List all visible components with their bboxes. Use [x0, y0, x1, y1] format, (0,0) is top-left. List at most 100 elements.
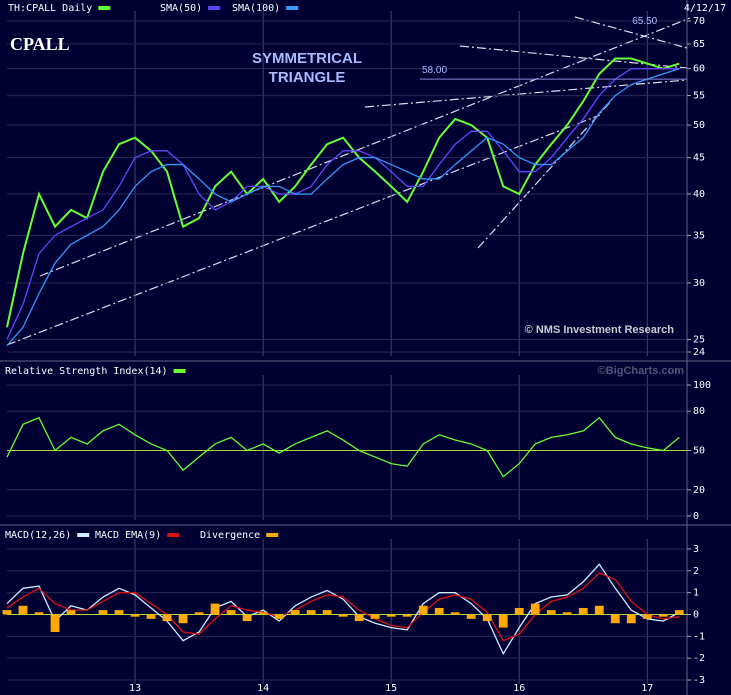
bar	[2, 610, 12, 615]
x-tick-label: 15	[385, 683, 397, 694]
series-line	[6, 563, 680, 656]
x-tick-label: 13	[129, 683, 141, 694]
bar	[594, 605, 604, 615]
bar	[514, 607, 524, 615]
y-tick-label: 1	[693, 588, 699, 599]
y-tick-label: 24	[693, 347, 705, 358]
y-tick-label: 0	[693, 610, 699, 621]
y-tick-label: 25	[693, 334, 705, 345]
y-tick-label: -2	[693, 653, 705, 664]
y-tick-label: 30	[693, 278, 705, 289]
bar	[258, 612, 268, 615]
y-tick-label: -3	[693, 675, 705, 686]
bar	[194, 612, 204, 615]
bar	[546, 610, 556, 615]
trend-line	[6, 114, 601, 346]
legend-label: SMA(100)	[232, 3, 280, 14]
bar	[242, 614, 252, 622]
y-tick-label: 60	[693, 64, 705, 75]
bar	[434, 607, 444, 615]
annotation: SYMMETRICAL	[252, 50, 362, 67]
bar	[290, 610, 300, 615]
bar	[450, 612, 460, 615]
bar	[306, 610, 316, 615]
series-line	[6, 57, 680, 328]
bar	[562, 612, 572, 615]
bar	[146, 614, 156, 619]
bar	[162, 614, 172, 622]
y-tick-label: -1	[693, 631, 705, 642]
y-tick-label: 35	[693, 230, 705, 241]
bar	[98, 610, 108, 615]
x-tick-label: 14	[257, 683, 269, 694]
legend-swatch	[286, 6, 299, 10]
y-tick-label: 20	[693, 485, 705, 496]
credit: © NMS Investment Research	[525, 324, 675, 336]
level-label: 58.00	[422, 65, 447, 76]
bar	[130, 614, 140, 617]
bar	[226, 610, 236, 615]
bar	[610, 614, 620, 624]
legend-label: Relative Strength Index(14)	[5, 366, 168, 377]
bar	[274, 614, 284, 619]
legend-swatch	[98, 6, 111, 10]
y-tick-label: 80	[693, 406, 705, 417]
bar	[578, 607, 588, 615]
legend-swatch	[77, 533, 90, 537]
bar	[354, 614, 364, 622]
bar	[642, 614, 652, 619]
peak-label: 65.50	[632, 16, 657, 27]
bar	[402, 614, 412, 617]
trend-line	[574, 16, 688, 49]
bar	[498, 614, 508, 628]
trend-line	[364, 79, 688, 108]
bar	[674, 610, 684, 615]
y-tick-label: 100	[693, 380, 711, 391]
series-line	[6, 416, 680, 478]
bar	[66, 610, 76, 615]
bar	[466, 614, 476, 619]
legend-swatch	[266, 533, 279, 537]
series-line	[6, 68, 680, 340]
bar	[50, 614, 60, 632]
y-tick-label: 65	[693, 39, 705, 50]
legend-label: SMA(50)	[160, 3, 202, 14]
bar	[34, 612, 44, 615]
legend-label: MACD EMA(9)	[95, 530, 161, 541]
series-line	[6, 68, 680, 347]
series-line	[6, 572, 680, 642]
bar	[658, 614, 668, 617]
bar	[322, 610, 332, 615]
bar	[18, 605, 28, 615]
legend-swatch	[208, 6, 221, 10]
bar	[386, 614, 396, 617]
y-tick-label: 40	[693, 189, 705, 200]
legend-label: MACD(12,26)	[5, 530, 71, 541]
bar	[178, 614, 188, 624]
y-tick-label: 50	[693, 446, 705, 457]
y-tick-label: 3	[693, 544, 699, 555]
y-tick-label: 0	[693, 511, 699, 522]
legend-swatch	[167, 533, 180, 537]
trend-lines	[6, 16, 691, 346]
annotation: TRIANGLE	[269, 69, 346, 86]
x-tick-label: 16	[513, 683, 525, 694]
bar	[626, 614, 636, 624]
legend-label: TH:CPALL Daily	[8, 3, 92, 14]
date-label: 4/12/17	[684, 3, 726, 14]
credit: ©BigCharts.com	[598, 365, 685, 377]
x-tick-label: 17	[641, 683, 653, 694]
bar	[418, 605, 428, 615]
y-tick-label: 50	[693, 120, 705, 131]
y-tick-label: 55	[693, 91, 705, 102]
legend-label: Divergence	[200, 530, 260, 541]
y-tick-label: 70	[693, 16, 705, 27]
bar	[114, 610, 124, 615]
bar	[482, 614, 492, 622]
bar	[370, 614, 380, 619]
bar	[338, 614, 348, 617]
trend-line	[39, 17, 691, 277]
bar	[210, 603, 220, 615]
